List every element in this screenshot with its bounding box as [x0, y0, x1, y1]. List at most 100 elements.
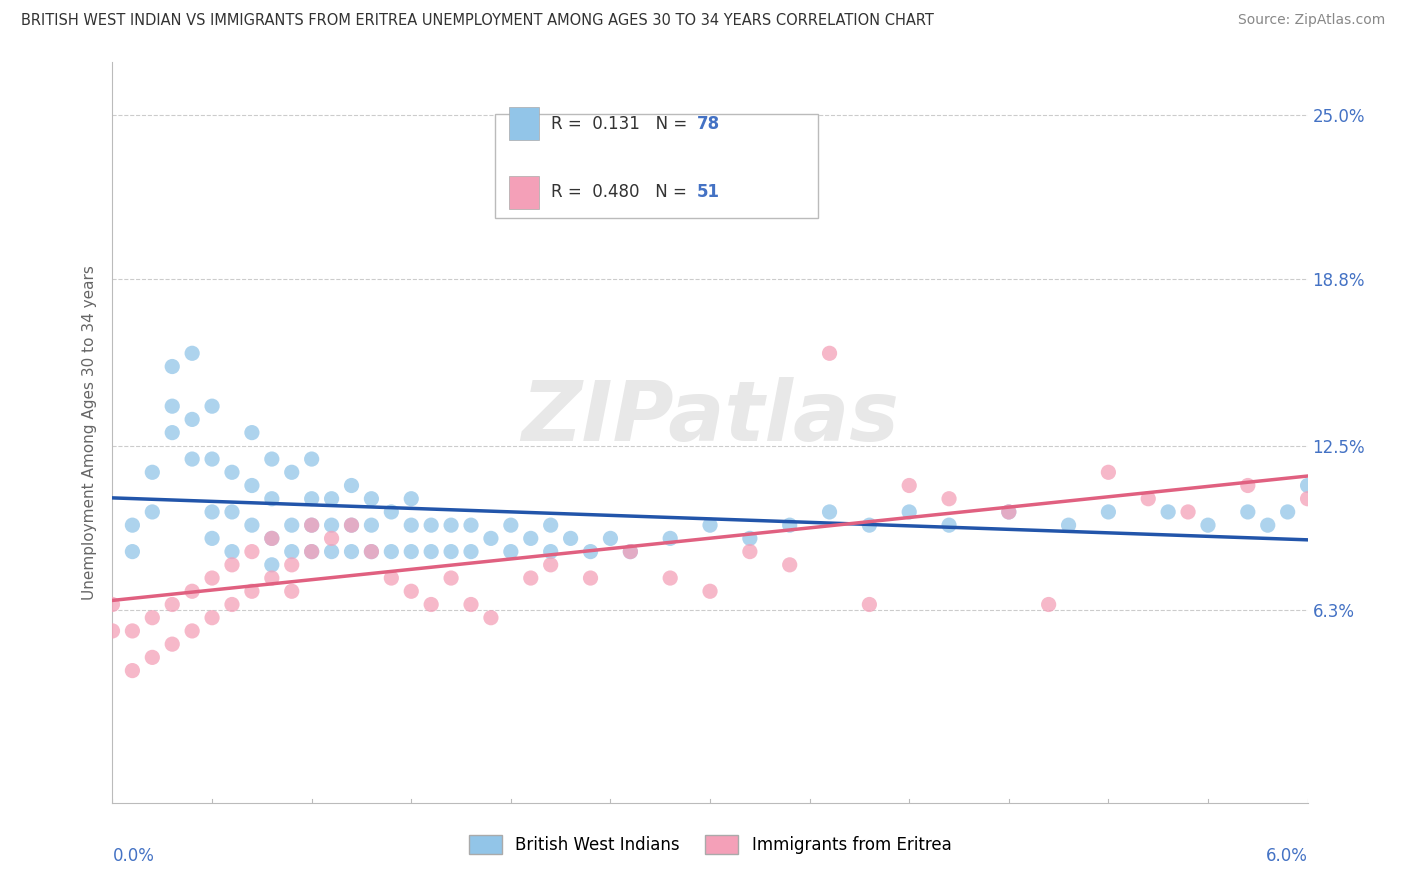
Point [121, 544, 143, 558]
Point [221, 544, 243, 558]
Point [499, 544, 522, 558]
Point [260, 571, 283, 585]
Point [898, 505, 921, 519]
Point [340, 544, 363, 558]
Point [520, 571, 543, 585]
Point [162, 425, 183, 440]
Point [221, 465, 243, 479]
Point [201, 452, 224, 467]
Point [121, 664, 143, 678]
Point [162, 359, 183, 374]
Point [460, 598, 482, 612]
Point [240, 544, 263, 558]
Point [1177, 505, 1199, 519]
Point [301, 544, 323, 558]
Legend: British West Indians, Immigrants from Eritrea: British West Indians, Immigrants from Er… [463, 829, 957, 861]
Point [1097, 465, 1119, 479]
Point [162, 598, 183, 612]
Point [301, 518, 323, 533]
Point [240, 518, 263, 533]
Point [240, 425, 263, 440]
Point [1097, 505, 1119, 519]
Point [201, 611, 224, 625]
Point [479, 532, 502, 546]
Point [340, 518, 363, 533]
Point [1237, 478, 1260, 492]
Point [858, 598, 880, 612]
Point [201, 532, 224, 546]
Point [440, 544, 463, 558]
Point [360, 518, 382, 533]
Text: ZIPatlas: ZIPatlas [522, 377, 898, 458]
Point [281, 584, 304, 599]
Point [340, 518, 363, 533]
Point [380, 571, 402, 585]
Point [1257, 518, 1279, 533]
Text: R =  0.131   N =: R = 0.131 N = [551, 114, 693, 133]
Point [1137, 491, 1160, 506]
Point [540, 558, 562, 572]
Point [141, 650, 163, 665]
Point [659, 571, 682, 585]
Point [520, 532, 543, 546]
Point [401, 544, 423, 558]
Point [579, 544, 602, 558]
Point [738, 532, 761, 546]
Point [260, 491, 283, 506]
Point [998, 505, 1021, 519]
Point [779, 558, 801, 572]
Text: Source: ZipAtlas.com: Source: ZipAtlas.com [1237, 13, 1385, 28]
Text: R =  0.480   N =: R = 0.480 N = [551, 184, 692, 202]
Text: BRITISH WEST INDIAN VS IMMIGRANTS FROM ERITREA UNEMPLOYMENT AMONG AGES 30 TO 34 : BRITISH WEST INDIAN VS IMMIGRANTS FROM E… [21, 13, 934, 29]
Point [181, 452, 204, 467]
Point [579, 571, 602, 585]
Point [260, 532, 283, 546]
Point [141, 505, 163, 519]
Point [181, 624, 204, 638]
Point [162, 399, 183, 413]
Point [1197, 518, 1219, 533]
Point [321, 491, 343, 506]
Point [460, 544, 482, 558]
Point [221, 558, 243, 572]
Point [181, 584, 204, 599]
Y-axis label: Unemployment Among Ages 30 to 34 years: Unemployment Among Ages 30 to 34 years [82, 265, 97, 600]
Point [221, 598, 243, 612]
Point [938, 491, 960, 506]
Point [201, 571, 224, 585]
Point [321, 544, 343, 558]
Point [340, 478, 363, 492]
Point [699, 584, 721, 599]
Point [401, 518, 423, 533]
Point [1296, 491, 1319, 506]
Point [301, 544, 323, 558]
Point [1277, 505, 1299, 519]
Point [540, 544, 562, 558]
Text: 78: 78 [697, 114, 720, 133]
Point [240, 478, 263, 492]
Point [1157, 505, 1180, 519]
Point [360, 544, 382, 558]
Point [401, 584, 423, 599]
Point [818, 505, 841, 519]
Point [141, 465, 163, 479]
Point [1296, 478, 1319, 492]
Point [1057, 518, 1080, 533]
Text: 6.0%: 6.0% [1265, 847, 1308, 865]
Point [281, 544, 304, 558]
Point [301, 452, 323, 467]
Point [201, 399, 224, 413]
Point [599, 532, 621, 546]
Point [281, 518, 304, 533]
Point [938, 518, 960, 533]
Point [619, 544, 641, 558]
Point [738, 544, 761, 558]
Text: 0.0%: 0.0% [112, 847, 155, 865]
Point [440, 571, 463, 585]
Point [1038, 598, 1060, 612]
Point [101, 598, 124, 612]
Point [401, 491, 423, 506]
Point [240, 584, 263, 599]
Point [898, 478, 921, 492]
Point [221, 505, 243, 519]
